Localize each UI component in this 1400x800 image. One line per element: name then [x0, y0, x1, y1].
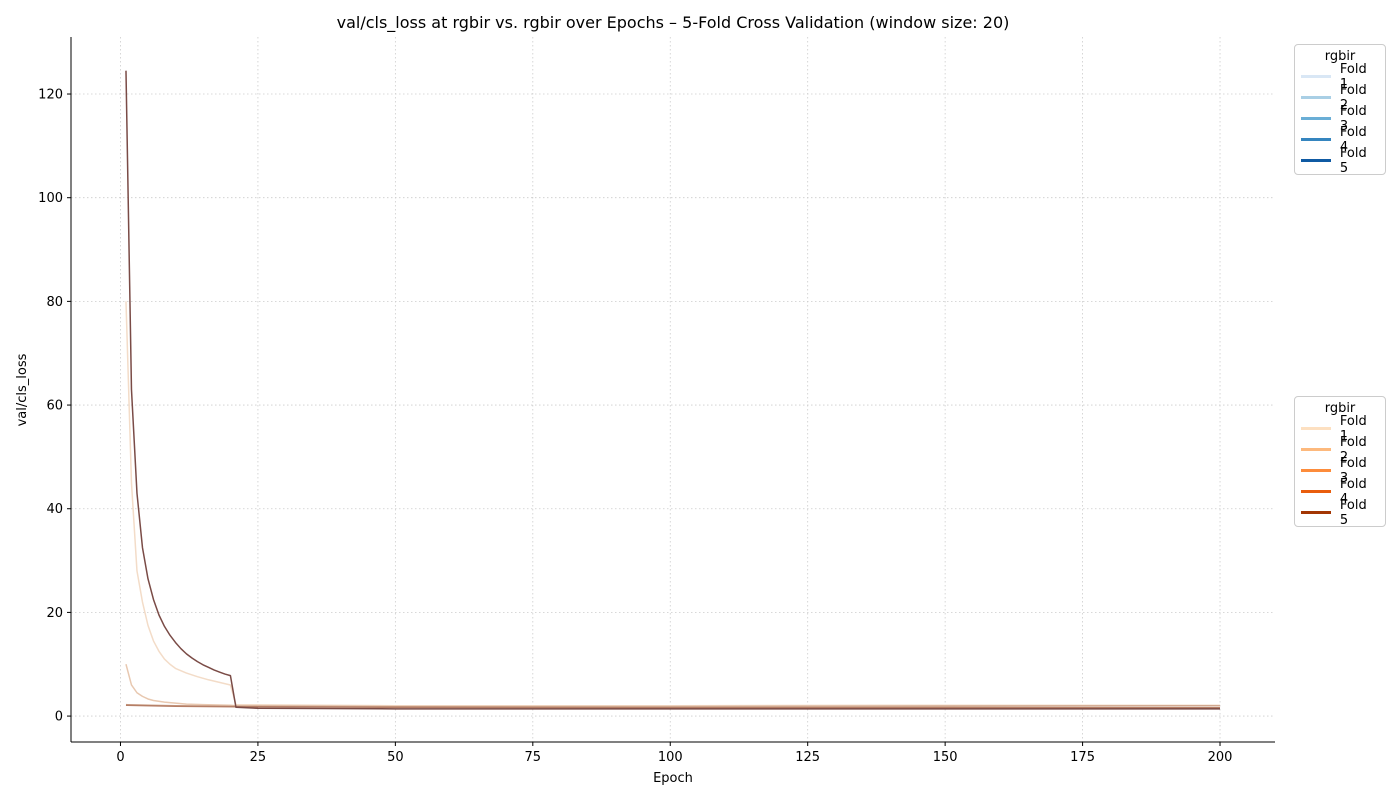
legend-label: Fold 2 — [1339, 82, 1367, 113]
legend-label: Fold 4 — [1339, 124, 1367, 155]
legend-item: Fold 4 — [1301, 477, 1379, 507]
series-line-2 — [125, 664, 1221, 707]
legend-swatch — [1301, 117, 1331, 120]
legend-label: Fold 3 — [1339, 455, 1367, 486]
legend-label: Fold 5 — [1339, 497, 1367, 528]
y-tick-label: 40 — [46, 502, 63, 517]
y-tick-label: 80 — [46, 295, 63, 310]
series-line-5 — [125, 70, 1221, 710]
chart-title: val/cls_loss at rgbir vs. rgbir over Epo… — [337, 13, 1010, 33]
legend-swatch — [1301, 75, 1331, 78]
legend-swatch — [1301, 511, 1331, 514]
grid-lines — [71, 37, 1275, 742]
legend-rgbir-blue: rgbir Fold 1 Fold 2 Fold 3 Fold 4 Fold 5 — [1294, 44, 1386, 176]
legend-label: Fold 5 — [1339, 145, 1367, 176]
x-tick-label: 75 — [525, 750, 542, 765]
y-tick-label: 0 — [55, 710, 63, 725]
legend-title: rgbir — [1324, 401, 1356, 416]
legend-swatch — [1301, 96, 1331, 99]
series-line-1 — [125, 301, 1221, 707]
legend-swatch — [1301, 138, 1331, 141]
legend-item: Fold 4 — [1301, 125, 1379, 155]
y-axis-label: val/cls_loss — [15, 353, 30, 426]
axes — [70, 37, 1275, 743]
x-axis-label: Epoch — [653, 771, 693, 786]
legend-label: Fold 1 — [1339, 61, 1367, 92]
x-tick-label: 175 — [1070, 750, 1095, 765]
x-tick-label: 125 — [795, 750, 820, 765]
legend-swatch — [1301, 159, 1331, 162]
y-tick-label: 60 — [46, 399, 63, 414]
x-tick-label: 50 — [387, 750, 404, 765]
legend-swatch — [1301, 469, 1331, 472]
series-line-4 — [125, 704, 1221, 709]
y-tick-label: 100 — [38, 191, 63, 206]
legend-item: Fold 2 — [1301, 83, 1379, 113]
series-lines — [125, 70, 1221, 710]
legend-label: Fold 1 — [1339, 413, 1367, 444]
x-tick-label: 100 — [658, 750, 683, 765]
y-tick-label: 20 — [46, 606, 63, 621]
legend-title: rgbir — [1324, 49, 1356, 64]
legend-swatch — [1301, 490, 1331, 493]
x-tick-label: 200 — [1208, 750, 1233, 765]
x-tick-label: 0 — [116, 750, 124, 765]
legend-label: Fold 4 — [1339, 476, 1367, 507]
legend-item: Fold 3 — [1301, 104, 1379, 134]
legend-rgbir-orange: rgbir Fold 1 Fold 2 Fold 3 Fold 4 Fold 5 — [1294, 396, 1386, 528]
legend-item: Fold 2 — [1301, 435, 1379, 465]
legend-swatch — [1301, 448, 1331, 451]
legend-label: Fold 2 — [1339, 434, 1367, 465]
legend-item: Fold 5 — [1301, 498, 1379, 528]
x-tick-label: 150 — [933, 750, 958, 765]
legend-item: Fold 3 — [1301, 456, 1379, 486]
y-tick-label: 120 — [38, 88, 63, 103]
x-tick-label: 25 — [250, 750, 267, 765]
legend-item: Fold 5 — [1301, 146, 1379, 176]
legend-item: Fold 1 — [1301, 62, 1379, 92]
legend-item: Fold 1 — [1301, 414, 1379, 444]
legend-label: Fold 3 — [1339, 103, 1367, 134]
legend-swatch — [1301, 427, 1331, 430]
y-axis-ticks: 0 20 40 60 80 100 120 — [38, 88, 71, 725]
x-axis-ticks: 0 25 50 75 100 125 150 175 200 — [116, 742, 1232, 765]
